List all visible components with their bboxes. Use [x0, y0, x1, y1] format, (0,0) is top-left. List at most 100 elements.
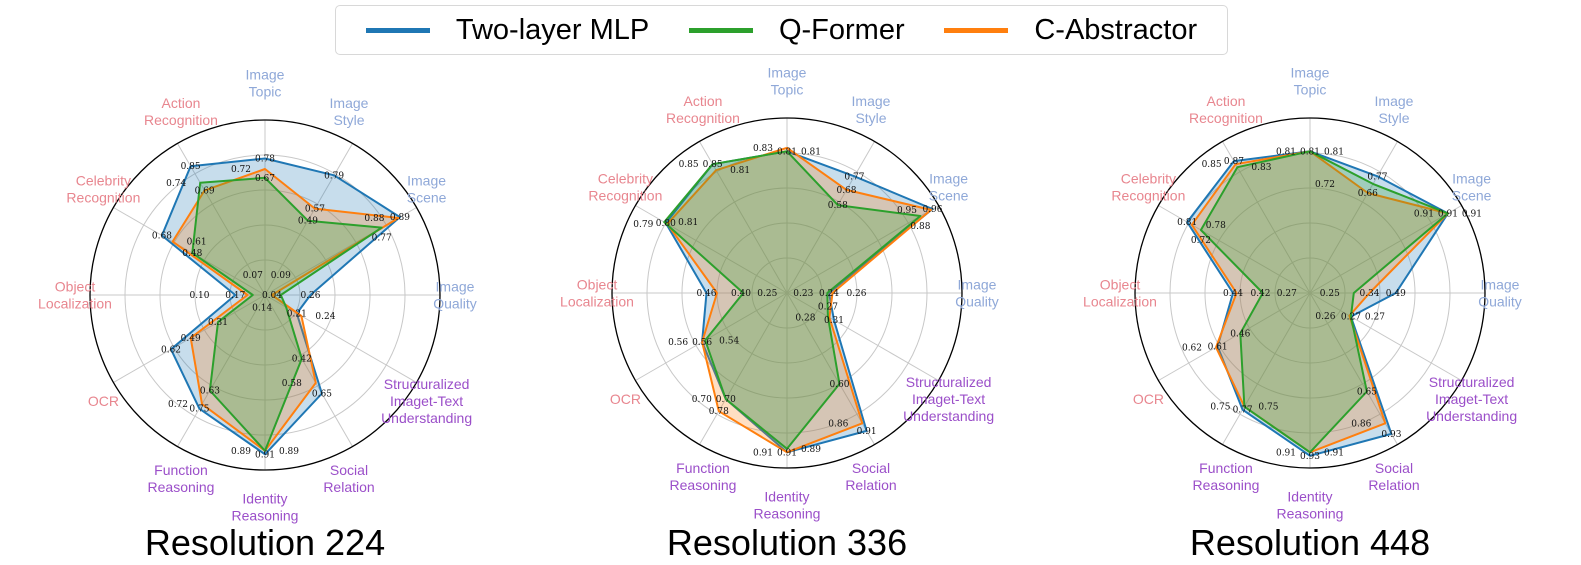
legend: Two-layer MLP Q-Former C-Abstractor: [335, 5, 1228, 55]
category-label: Function Reasoning: [148, 462, 215, 495]
data-label: 0.26: [1315, 312, 1335, 322]
data-label: 0.31: [824, 316, 844, 326]
data-label: 0.27: [1277, 289, 1297, 299]
data-label: 0.56: [692, 338, 712, 348]
data-label: 0.24: [819, 289, 839, 299]
outer-circle: [89, 119, 441, 471]
grid-spoke: [1158, 205, 1311, 294]
category-label: Object Localization: [560, 277, 634, 310]
data-label: 0.91: [255, 450, 275, 460]
category-label: OCR: [88, 393, 119, 409]
category-label: Structuralized Imaget-Text Understanding: [381, 376, 472, 426]
radar-chart-1: Image Topic Image Style Image Scene Image Quali…: [560, 65, 999, 522]
data-label: 0.85: [703, 160, 723, 170]
category-label: OCR: [1133, 391, 1164, 407]
legend-swatch-green: [688, 27, 753, 33]
data-label: 0.23: [793, 289, 813, 299]
data-label: 0.77: [1233, 406, 1253, 416]
data-label: 0.21: [287, 309, 307, 319]
data-label: 0.93: [1300, 452, 1320, 462]
data-label: 0.85: [181, 162, 201, 172]
data-label: 0.69: [195, 186, 215, 196]
legend-label: Two-layer MLP: [455, 13, 650, 46]
data-label: 0.85: [1202, 160, 1222, 170]
data-label: 0.88: [910, 222, 930, 232]
data-label: 0.91: [1438, 209, 1458, 219]
data-label: 0.89: [231, 447, 251, 457]
data-label: 0.81: [1177, 218, 1197, 228]
legend-label: C-Abstractor: [1034, 13, 1198, 46]
data-label: 0.80: [656, 219, 676, 229]
data-label: 0.26: [846, 289, 866, 299]
legend-label: Q-Former: [778, 13, 905, 46]
grid-spoke: [1309, 292, 1462, 381]
category-label: Action Recognition: [1189, 93, 1263, 126]
data-label: 0.91: [1324, 448, 1344, 458]
data-label: 0.86: [1351, 419, 1371, 429]
data-label: 0.07: [243, 271, 263, 281]
data-label: 0.63: [200, 387, 220, 397]
data-label: 0.72: [168, 400, 188, 410]
data-label: 0.24: [315, 312, 335, 322]
category-label: Celebrity Recognition: [588, 171, 662, 204]
data-label: 0.72: [1191, 236, 1211, 246]
data-label: 0.68: [836, 186, 856, 196]
category-label: Identity Reasoning: [1277, 489, 1344, 522]
category-label: Image Style: [852, 93, 891, 126]
data-label: 0.61: [187, 238, 207, 248]
category-label: Function Reasoning: [1193, 460, 1260, 493]
category-label: Structuralized Imaget-Text Understanding: [903, 374, 994, 424]
data-label: 0.95: [897, 206, 917, 216]
grid-spoke: [786, 292, 939, 381]
legend-swatch-blue: [365, 27, 430, 33]
data-label: 0.65: [1357, 388, 1377, 398]
data-label: 0.42: [1250, 289, 1270, 299]
data-label: 0.81: [678, 218, 698, 228]
legend-item-two-layer-mlp: Two-layer MLP: [365, 13, 650, 47]
category-label: Structuralized Imaget-Text Understanding: [1426, 374, 1517, 424]
data-label: 0.28: [795, 314, 815, 324]
chart-title-224: Resolution 224: [144, 522, 386, 563]
data-label: 0.91: [1462, 209, 1482, 219]
data-label: 0.75: [189, 405, 209, 415]
category-label: Image Scene: [1452, 171, 1492, 204]
data-label: 0.62: [1182, 343, 1202, 353]
data-label: 0.83: [753, 144, 773, 154]
data-label: 0.89: [279, 447, 299, 457]
series-area-two-layer-mlp: [160, 157, 401, 456]
data-label: 0.77: [844, 172, 864, 182]
category-label: Image Quality: [1478, 277, 1522, 310]
grid-spoke: [635, 205, 788, 294]
data-label: 0.48: [182, 249, 202, 259]
category-label: Image Topic: [246, 67, 285, 100]
data-label: 0.68: [152, 232, 172, 242]
data-label: 0.27: [818, 303, 838, 313]
data-label: 0.81: [1300, 147, 1320, 157]
grid-spoke: [786, 292, 875, 445]
category-label: Social Relation: [845, 460, 896, 493]
category-label: Image Scene: [929, 171, 969, 204]
data-label: 0.85: [679, 160, 699, 170]
category-label: Action Recognition: [666, 93, 740, 126]
data-label: 0.70: [692, 395, 712, 405]
data-label: 0.89: [390, 213, 410, 223]
data-label: 0.46: [696, 289, 716, 299]
series-area-q-former: [1199, 150, 1449, 454]
data-label: 0.81: [730, 166, 750, 176]
data-label: 0.77: [1367, 172, 1387, 182]
data-label: 0.91: [753, 448, 773, 458]
data-label: 0.56: [668, 338, 688, 348]
data-label: 0.87: [1224, 157, 1244, 167]
data-label: 0.61: [1208, 342, 1228, 352]
category-label: Image Topic: [768, 65, 807, 98]
data-label: 0.79: [633, 220, 653, 230]
grid-spoke: [177, 143, 266, 296]
data-label: 0.46: [1230, 329, 1250, 339]
series-area-q-former: [663, 150, 922, 450]
data-label: 0.81: [801, 147, 821, 157]
category-label: Celebrity Recognition: [66, 173, 140, 206]
data-label: 0.83: [1251, 163, 1271, 173]
data-label: 0.49: [1386, 289, 1406, 299]
data-label: 0.91: [857, 427, 877, 437]
data-label: 0.79: [324, 171, 344, 181]
